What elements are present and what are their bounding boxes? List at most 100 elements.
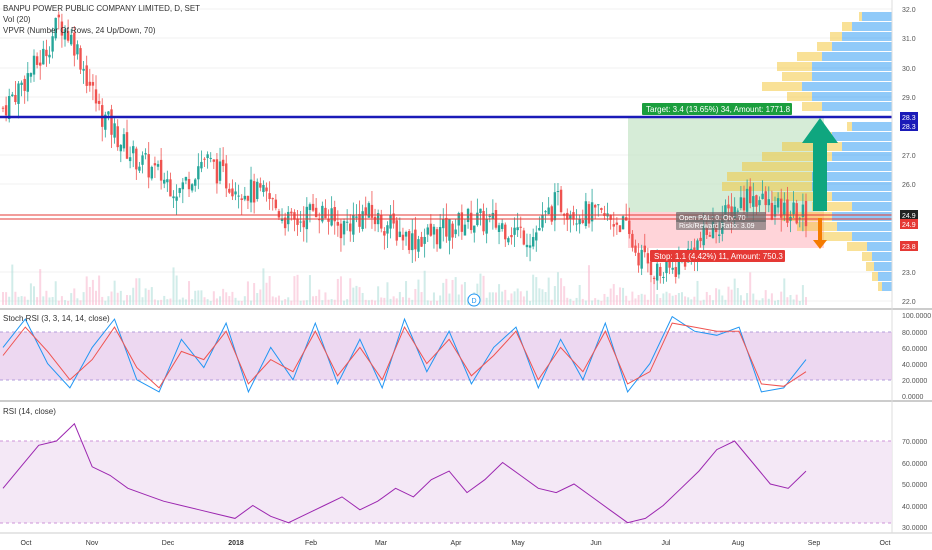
- candle-body: [234, 191, 237, 195]
- volume-bar: [507, 300, 510, 305]
- volume-bar: [442, 282, 445, 305]
- volume-bar: [547, 277, 550, 305]
- time-tick-label: Feb: [305, 540, 317, 547]
- vpvr-down-bar: [762, 82, 802, 91]
- vpvr-down-bar: [797, 222, 837, 231]
- candle-body: [262, 184, 265, 193]
- price-tag: [900, 112, 918, 122]
- volume-bar: [281, 300, 284, 305]
- stoch-title: Stoch RSI (3, 3, 14, 14, close): [3, 314, 110, 323]
- symbol-title: BANPU POWER PUBLIC COMPANY LIMITED, D, S…: [3, 4, 200, 13]
- volume-bar: [560, 278, 563, 305]
- volume-bar: [739, 295, 742, 305]
- candle-body: [652, 277, 656, 279]
- volume-bar: [718, 289, 721, 305]
- candle-body: [209, 157, 212, 159]
- candle-body: [110, 109, 113, 135]
- volume-bar: [535, 277, 538, 305]
- price-tick-label: 27.0: [902, 153, 916, 160]
- volume-bar: [64, 300, 67, 305]
- volume-bar: [290, 300, 293, 305]
- volume-bar: [262, 268, 265, 305]
- candle-body: [748, 186, 752, 204]
- candle-body: [383, 231, 386, 236]
- rsi-axis[interactable]: 70.0000 60.0000 50.0000 40.0000 30.0000: [902, 439, 927, 532]
- volume-bar: [144, 288, 147, 305]
- volume-bar: [358, 287, 361, 305]
- candle-body: [420, 236, 423, 247]
- volume-bar: [215, 298, 218, 305]
- volume-bar: [36, 297, 39, 305]
- candle-body: [755, 195, 758, 207]
- candle-body: [141, 155, 144, 165]
- stoch-k-line: [2, 315, 807, 394]
- volume-bar: [476, 283, 479, 305]
- rsi-pane[interactable]: RSI (14, close): [0, 407, 892, 524]
- candle-body: [600, 208, 603, 210]
- vpvr-down-bar: [822, 232, 852, 241]
- price-tag: [900, 210, 918, 220]
- candle-body: [243, 195, 247, 200]
- price-tick-label: 22.0: [902, 299, 916, 306]
- candle-body: [60, 21, 64, 36]
- price-tick-label: 31.0: [902, 36, 916, 43]
- stoch-tick-label: 80.0000: [902, 330, 927, 337]
- candle-body: [163, 179, 166, 184]
- volume-bar: [346, 299, 349, 305]
- price-tick-label: 23.8: [902, 244, 916, 251]
- volume-bar: [640, 293, 643, 305]
- price-axis[interactable]: 32.031.030.029.028.328.327.026.025.024.9…: [900, 7, 918, 306]
- candle-body: [29, 73, 33, 77]
- vpvr-up-bar: [812, 92, 892, 101]
- candle-body: [349, 223, 352, 232]
- candle-body: [454, 229, 457, 235]
- rsi-band: [0, 441, 892, 523]
- candle-body: [445, 217, 448, 237]
- candle-body: [287, 211, 290, 225]
- target-label: Target: 3.4 (13.65%) 34, Amount: 1771.8: [642, 103, 792, 115]
- volume-bar: [612, 284, 615, 305]
- volume-bar: [324, 292, 327, 305]
- volume-bar: [246, 281, 249, 305]
- volume-bar: [628, 300, 631, 305]
- candle-body: [705, 227, 708, 235]
- candle-body: [215, 159, 219, 184]
- candle-body: [460, 212, 464, 232]
- candle-body: [519, 226, 522, 228]
- time-axis[interactable]: Oct Nov Dec 2018 Feb Mar Apr May Jun Jul Aug Sep Oct: [21, 540, 891, 547]
- time-tick-label: Apr: [451, 540, 463, 547]
- volume-bar: [243, 296, 246, 305]
- volume-bar: [126, 295, 129, 305]
- candle-body: [358, 213, 361, 227]
- stoch-tick-label: 100.0000: [902, 313, 931, 320]
- dividend-marker[interactable]: D: [467, 293, 481, 307]
- volume-bar: [398, 291, 401, 305]
- candle-body: [85, 65, 88, 86]
- volume-bar: [485, 297, 488, 305]
- volume-bar: [85, 276, 88, 305]
- volume-bar: [575, 297, 578, 305]
- stoch-rsi-pane[interactable]: Stoch RSI (3, 3, 14, 14, close): [0, 314, 892, 394]
- volume-bar: [516, 288, 519, 305]
- volume-bar: [206, 299, 209, 305]
- vpvr-up-bar: [874, 262, 892, 271]
- volume-bar: [153, 299, 156, 305]
- candle-body: [724, 205, 727, 216]
- volume-bar: [339, 276, 342, 305]
- price-pane[interactable]: Target: 3.4 (13.65%) 34, Amount: 1771.8 …: [0, 4, 892, 307]
- candle-body: [116, 126, 119, 148]
- stoch-axis[interactable]: 100.0000 80.0000 60.0000 40.0000 20.0000 0.00…: [902, 313, 931, 401]
- candle-body: [308, 204, 312, 211]
- candle-body: [637, 252, 640, 266]
- volume-bar: [135, 278, 138, 305]
- candle-body: [380, 215, 383, 229]
- volume-bar: [752, 293, 755, 305]
- candle-body: [717, 234, 721, 236]
- candle-body: [531, 237, 535, 247]
- candle-body: [367, 203, 371, 218]
- vpvr-up-bar: [822, 102, 892, 111]
- volume-bar: [705, 291, 708, 305]
- candle-body: [699, 237, 702, 242]
- candle-body: [302, 220, 305, 228]
